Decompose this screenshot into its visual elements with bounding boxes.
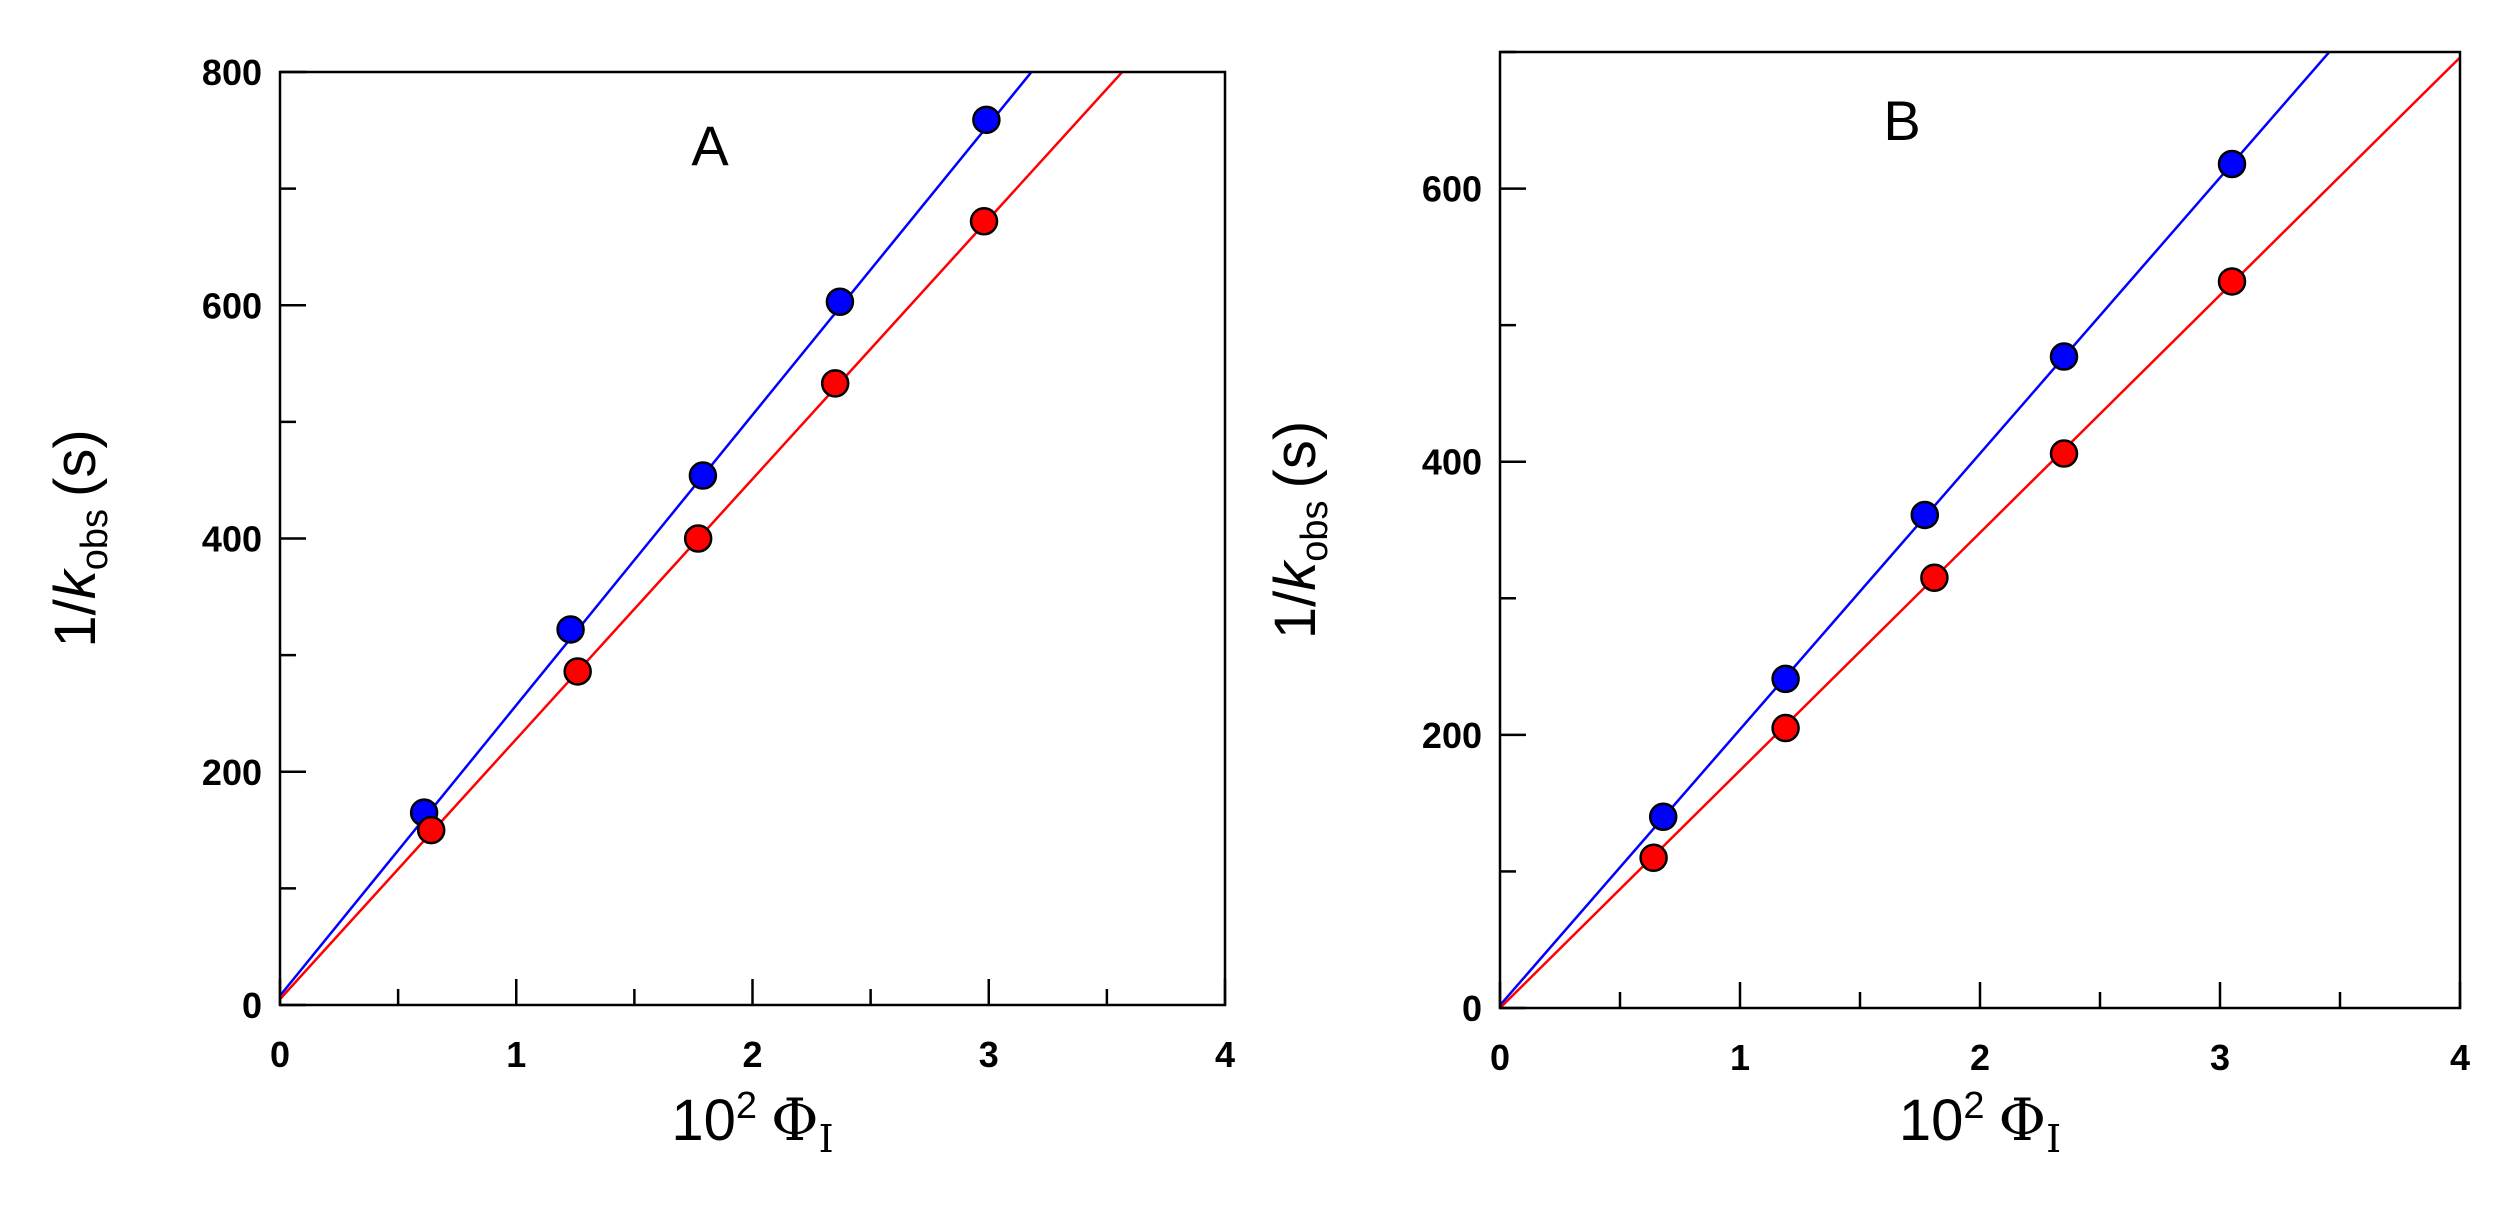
- data-point-blue: [556, 615, 585, 644]
- y-tick-label: 800: [202, 52, 262, 93]
- x-tick-label: 0: [1490, 1037, 1510, 1078]
- x-tick-label: 1: [1730, 1037, 1750, 1078]
- y-tick-label: 0: [242, 985, 262, 1026]
- y-axis-title: 1/kobs(s): [43, 429, 116, 647]
- x-tick-label: 3: [979, 1034, 999, 1075]
- data-point-red: [416, 815, 446, 845]
- data-point-blue: [1648, 802, 1678, 832]
- data-point-red: [1920, 563, 1949, 593]
- data-point-red: [820, 369, 850, 398]
- x-tick-label: 2: [742, 1034, 762, 1075]
- x-tick-label: 2: [1970, 1037, 1990, 1078]
- fit-line-blue: [280, 72, 1034, 997]
- y-tick-label: 400: [1422, 442, 1482, 483]
- x-axis-title: 102 ΦI: [671, 1085, 833, 1161]
- data-point-blue: [1771, 664, 1800, 694]
- y-tick-label: 400: [202, 519, 262, 560]
- data-point-blue: [972, 105, 1001, 135]
- data-point-red: [2217, 267, 2247, 296]
- y-axis-title: 1/kobs(s): [1263, 421, 1336, 639]
- data-point-blue: [2049, 342, 2079, 371]
- data-point-red: [683, 524, 713, 553]
- y-tick-label: 600: [202, 285, 262, 326]
- x-tick-label: 4: [1215, 1034, 1235, 1075]
- fit-line-red: [280, 72, 1124, 1001]
- data-point-blue: [825, 287, 855, 317]
- chart-panel-b: 0 1 2 3 4 0 200 400 600 B 102 ΦI 1/kobs(s): [1263, 50, 2470, 1161]
- panel-label: A: [691, 114, 729, 177]
- x-tick-label: 4: [2450, 1037, 2470, 1078]
- data-point-red: [969, 207, 999, 236]
- x-tick-label: 1: [506, 1034, 526, 1075]
- data-point-red: [2049, 439, 2079, 468]
- y-tick-label: 600: [1422, 169, 1482, 210]
- data-point-blue: [1910, 500, 1940, 530]
- data-point-blue: [2217, 149, 2247, 179]
- data-point-red: [1771, 713, 1800, 743]
- x-tick-label: 3: [2210, 1037, 2230, 1078]
- y-tick-label: 200: [202, 752, 262, 793]
- y-tick-label: 200: [1422, 715, 1482, 756]
- x-tick-label: 0: [270, 1034, 290, 1075]
- chart-panel-a: 0 1 2 3 4 0 200 400 600 800 A 102 ΦI 1/kobs(s): [43, 52, 1235, 1161]
- data-point-red: [563, 657, 592, 686]
- data-point-red: [1639, 843, 1668, 873]
- data-point-blue: [688, 461, 718, 490]
- x-axis-title: 102 ΦI: [1899, 1085, 2061, 1161]
- panel-label: B: [1883, 89, 1920, 152]
- y-tick-label: 0: [1462, 988, 1482, 1029]
- plot-frame: [278, 70, 1227, 1007]
